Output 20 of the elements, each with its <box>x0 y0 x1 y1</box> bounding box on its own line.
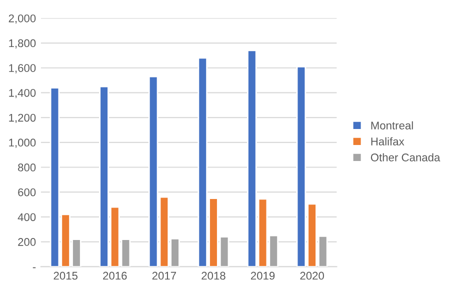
y-tick-label: 600 <box>18 188 36 196</box>
x-tick-label: 2016 <box>103 272 127 280</box>
x-tick-label: 2018 <box>202 272 226 280</box>
y-tick-label: 1,600 <box>9 64 36 74</box>
y-tick-label: 400 <box>18 213 36 222</box>
legend-label: Other Canada <box>370 153 440 162</box>
y-tick-label: 800 <box>18 164 36 172</box>
legend-label: Halifax <box>371 137 404 146</box>
x-tick-label: 2015 <box>54 272 78 280</box>
y-tick-label: 1,200 <box>9 114 36 124</box>
y-tick-label: - <box>32 267 36 268</box>
y-tick-label: 200 <box>18 238 36 246</box>
y-tick-label: 2,000 <box>8 14 36 24</box>
y-tick-label: 1,800 <box>9 39 36 48</box>
legend-label: Montreal <box>371 121 413 130</box>
y-tick-label: 1,000 <box>9 138 36 148</box>
x-tick-label: 2020 <box>300 272 324 280</box>
x-tick-label: 2019 <box>250 272 275 280</box>
y-tick-label: 1,400 <box>9 88 36 98</box>
x-tick-label: 2017 <box>152 272 176 280</box>
